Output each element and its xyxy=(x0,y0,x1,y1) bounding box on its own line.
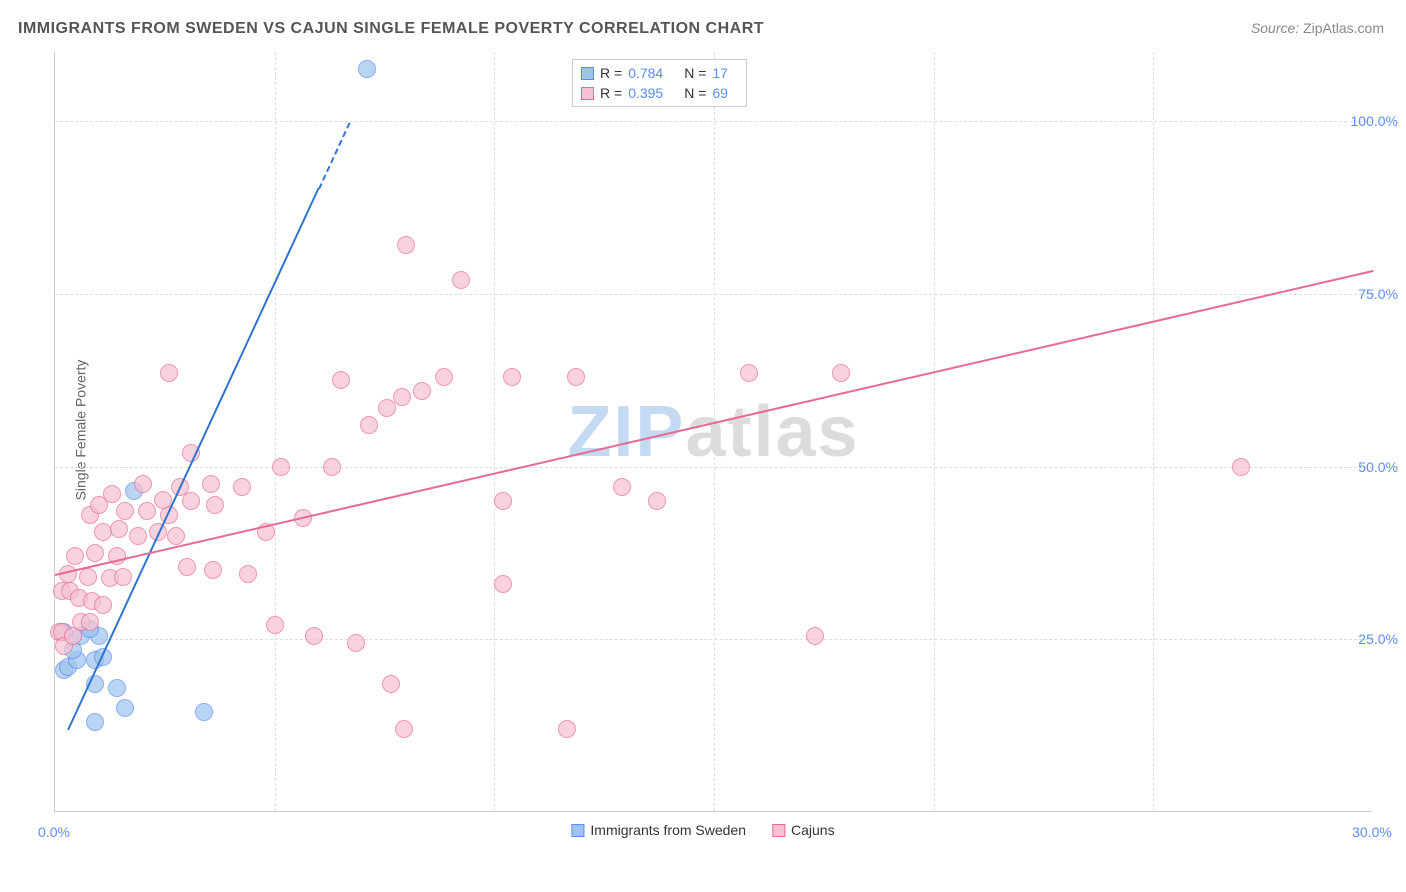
gridline-vertical xyxy=(714,52,715,811)
legend-label: Immigrants from Sweden xyxy=(590,822,746,838)
source-value: ZipAtlas.com xyxy=(1303,20,1384,36)
legend-item-sweden: Immigrants from Sweden xyxy=(571,822,746,838)
stat-r-value: 0.784 xyxy=(628,63,678,83)
legend-swatch xyxy=(581,67,594,80)
data-point-cajun xyxy=(81,613,99,631)
gridline-vertical xyxy=(1153,52,1154,811)
data-point-cajun xyxy=(167,527,185,545)
data-point-cajun xyxy=(393,388,411,406)
data-point-sweden xyxy=(86,713,104,731)
data-point-cajun xyxy=(567,368,585,386)
data-point-cajun xyxy=(413,382,431,400)
legend-label: Cajuns xyxy=(791,822,835,838)
x-tick-label: 0.0% xyxy=(38,824,70,840)
data-point-cajun xyxy=(332,371,350,389)
data-point-cajun xyxy=(503,368,521,386)
data-point-cajun xyxy=(110,520,128,538)
data-point-cajun xyxy=(452,271,470,289)
data-point-cajun xyxy=(382,675,400,693)
stat-n-label: N = xyxy=(684,83,706,103)
stats-row-cajun: R = 0.395 N = 69 xyxy=(581,83,736,103)
data-point-sweden xyxy=(116,699,134,717)
data-point-cajun xyxy=(360,416,378,434)
legend-item-cajun: Cajuns xyxy=(772,822,835,838)
stats-legend-box: R = 0.784 N = 17 R = 0.395 N = 69 xyxy=(572,59,747,107)
stat-r-label: R = xyxy=(600,83,622,103)
data-point-cajun xyxy=(395,720,413,738)
stat-r-value: 0.395 xyxy=(628,83,678,103)
data-point-cajun xyxy=(378,399,396,417)
data-point-cajun xyxy=(347,634,365,652)
stat-r-label: R = xyxy=(600,63,622,83)
data-point-cajun xyxy=(435,368,453,386)
x-tick-label: 30.0% xyxy=(1352,824,1392,840)
data-point-cajun xyxy=(206,496,224,514)
stat-n-label: N = xyxy=(684,63,706,83)
data-point-cajun xyxy=(239,565,257,583)
data-point-sweden xyxy=(108,679,126,697)
data-point-cajun xyxy=(79,568,97,586)
legend-swatch xyxy=(581,87,594,100)
gridline-vertical xyxy=(494,52,495,811)
legend-swatch xyxy=(571,824,584,837)
data-point-cajun xyxy=(233,478,251,496)
data-point-cajun xyxy=(134,475,152,493)
x-axis-legend: Immigrants from Sweden Cajuns xyxy=(571,822,834,838)
data-point-cajun xyxy=(397,236,415,254)
data-point-cajun xyxy=(558,720,576,738)
data-point-cajun xyxy=(86,544,104,562)
data-point-cajun xyxy=(94,596,112,614)
trend-line xyxy=(318,122,351,189)
data-point-cajun xyxy=(66,547,84,565)
source-attribution: Source: ZipAtlas.com xyxy=(1251,20,1384,36)
y-tick-label: 50.0% xyxy=(1358,459,1398,475)
data-point-cajun xyxy=(103,485,121,503)
data-point-cajun xyxy=(1232,458,1250,476)
data-point-cajun xyxy=(154,491,172,509)
data-point-sweden xyxy=(358,60,376,78)
data-point-cajun xyxy=(832,364,850,382)
data-point-cajun xyxy=(494,575,512,593)
data-point-cajun xyxy=(806,627,824,645)
gridline-vertical xyxy=(275,52,276,811)
data-point-sweden xyxy=(195,703,213,721)
data-point-cajun xyxy=(323,458,341,476)
data-point-cajun xyxy=(305,627,323,645)
data-point-cajun xyxy=(204,561,222,579)
data-point-cajun xyxy=(114,568,132,586)
data-point-cajun xyxy=(740,364,758,382)
stats-row-sweden: R = 0.784 N = 17 xyxy=(581,63,736,83)
y-tick-label: 100.0% xyxy=(1351,113,1398,129)
data-point-cajun xyxy=(116,502,134,520)
data-point-cajun xyxy=(266,616,284,634)
watermark-atlas: atlas xyxy=(685,392,859,472)
plot-area: ZIPatlas xyxy=(54,52,1372,812)
data-point-cajun xyxy=(178,558,196,576)
data-point-cajun xyxy=(494,492,512,510)
data-point-cajun xyxy=(138,502,156,520)
data-point-cajun xyxy=(129,527,147,545)
data-point-cajun xyxy=(160,364,178,382)
data-point-cajun xyxy=(272,458,290,476)
data-point-cajun xyxy=(613,478,631,496)
source-label: Source: xyxy=(1251,20,1299,36)
legend-swatch xyxy=(772,824,785,837)
stat-n-value: 17 xyxy=(712,63,736,83)
y-tick-label: 75.0% xyxy=(1358,286,1398,302)
stat-n-value: 69 xyxy=(712,83,736,103)
data-point-cajun xyxy=(648,492,666,510)
y-tick-label: 25.0% xyxy=(1358,631,1398,647)
chart-title: IMMIGRANTS FROM SWEDEN VS CAJUN SINGLE F… xyxy=(18,20,764,38)
data-point-cajun xyxy=(202,475,220,493)
gridline-vertical xyxy=(934,52,935,811)
